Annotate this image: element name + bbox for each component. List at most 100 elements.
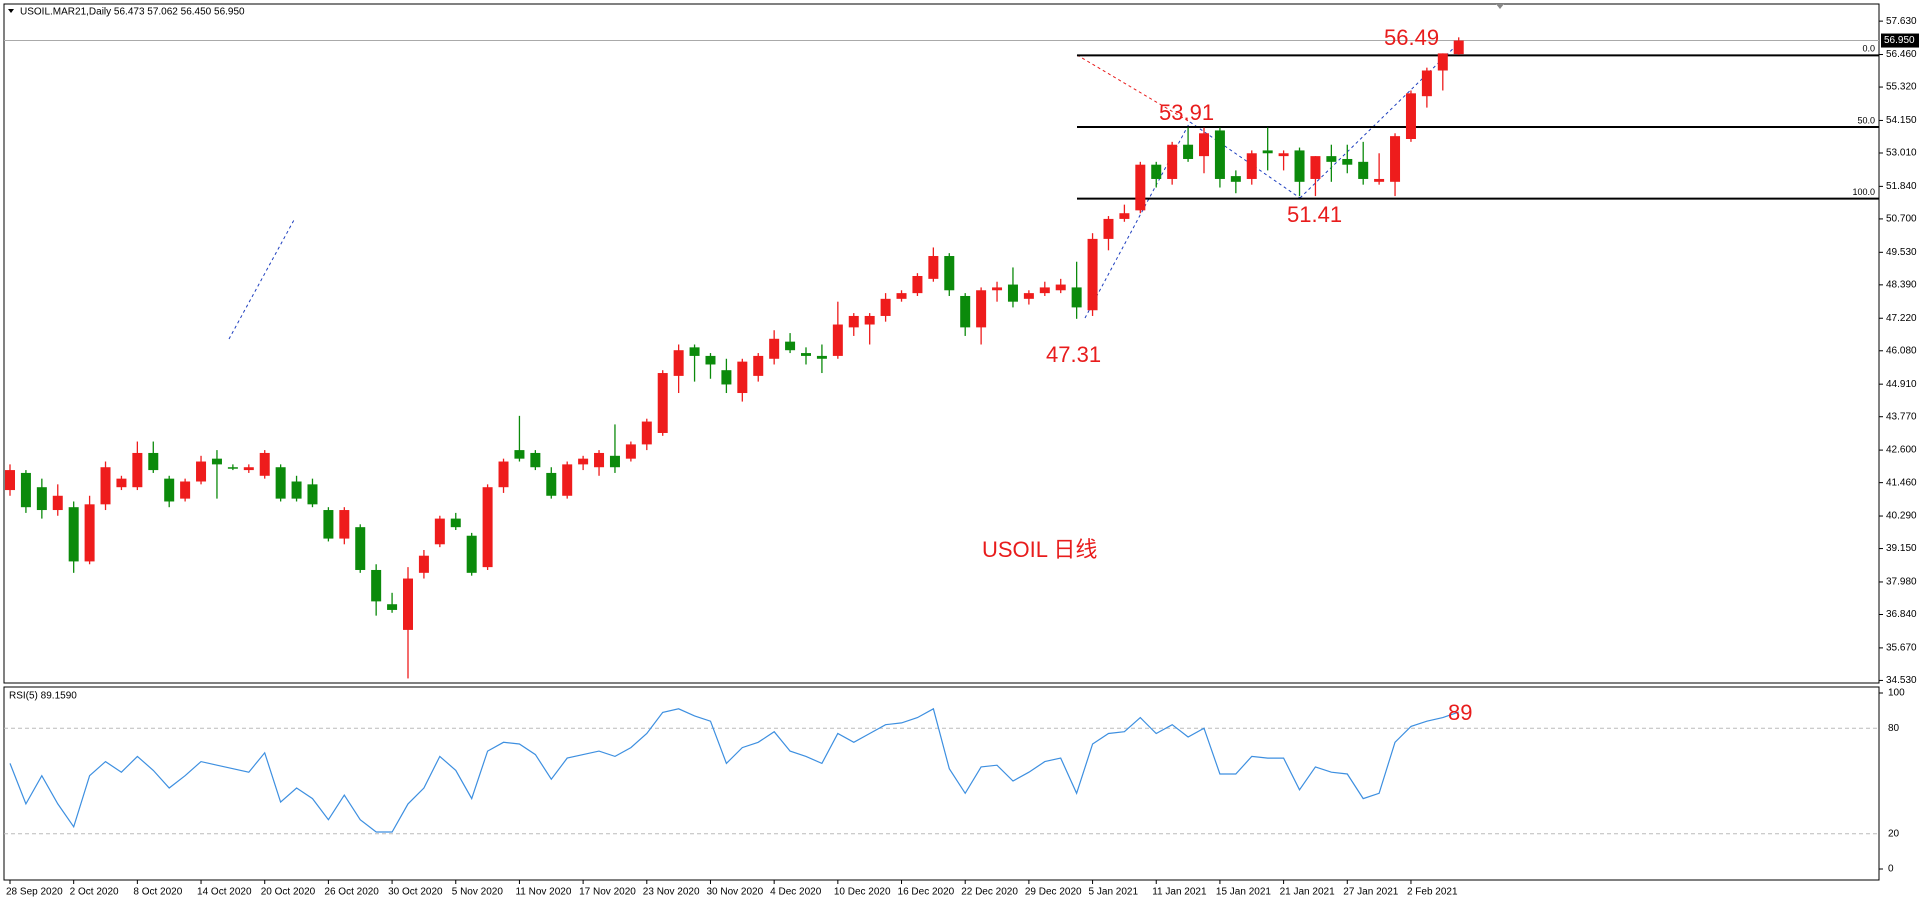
- candle-body: [1437, 53, 1448, 71]
- candle-body: [403, 578, 413, 630]
- candle-body: [785, 341, 796, 351]
- candle-body: [769, 338, 780, 359]
- x-tick-label: 10 Dec 2020: [834, 887, 891, 898]
- y-tick-label: 43.770: [1886, 411, 1917, 422]
- candle-body: [196, 461, 207, 482]
- fib-label: 50.0: [1857, 115, 1875, 125]
- x-tick-label: 20 Oct 2020: [261, 887, 316, 898]
- rsi-label: RSI(5) 89.1590: [9, 691, 77, 702]
- candle-body: [164, 478, 175, 502]
- y-tick-label: 20: [1888, 828, 1900, 839]
- candle-body: [1421, 70, 1432, 97]
- candle-body: [84, 504, 95, 562]
- candle-body: [641, 421, 652, 445]
- candle-body: [625, 444, 636, 459]
- candle-body: [530, 452, 541, 468]
- candle-body: [387, 604, 398, 610]
- candle-body: [5, 470, 15, 491]
- candle-body: [259, 452, 270, 476]
- candle-body: [673, 350, 684, 376]
- x-tick-label: 30 Oct 2020: [388, 887, 443, 898]
- x-tick-label: 14 Oct 2020: [197, 887, 252, 898]
- fib-label: 0.0: [1862, 44, 1875, 54]
- candle-body: [482, 487, 493, 568]
- annotation: 56.49: [1384, 25, 1439, 50]
- x-tick-label: 2 Feb 2021: [1407, 887, 1458, 898]
- candle-body: [1087, 238, 1098, 311]
- candle-body: [912, 275, 923, 294]
- candle-body: [562, 464, 573, 496]
- y-tick-label: 54.150: [1886, 115, 1917, 126]
- trend-line: [228, 219, 295, 340]
- candle-body: [928, 256, 939, 279]
- fib-label: 100.0: [1852, 187, 1875, 197]
- candle-body: [275, 467, 286, 499]
- candle-body: [1007, 284, 1018, 302]
- candle-body: [36, 487, 47, 511]
- x-tick-label: 27 Jan 2021: [1343, 887, 1398, 898]
- x-tick-label: 28 Sep 2020: [6, 887, 63, 898]
- candle-body: [116, 478, 127, 488]
- candle-body: [896, 293, 907, 299]
- x-tick-label: 30 Nov 2020: [706, 887, 763, 898]
- candle-body: [1262, 150, 1273, 154]
- candle-body: [243, 467, 254, 471]
- candle-body: [1246, 153, 1257, 179]
- y-tick-label: 34.530: [1886, 675, 1917, 686]
- trend-line: [1076, 54, 1191, 123]
- y-tick-label: 56.460: [1886, 49, 1917, 60]
- y-tick-label: 53.010: [1886, 148, 1917, 159]
- header: USOIL.MAR21,Daily 56.473 57.062 56.450 5…: [20, 7, 245, 18]
- rsi-line: [9, 707, 1459, 833]
- annotation: 89: [1448, 700, 1472, 725]
- y-tick-label: 55.320: [1886, 82, 1917, 93]
- candle-body: [100, 467, 111, 505]
- y-tick-label: 0: [1888, 864, 1894, 875]
- candle-body: [848, 315, 859, 328]
- trend-line: [1189, 121, 1301, 199]
- x-tick-label: 26 Oct 2020: [324, 887, 379, 898]
- candle-body: [132, 452, 143, 488]
- trend-line: [1299, 38, 1464, 199]
- candle-body: [1278, 153, 1289, 157]
- candle-body: [1310, 156, 1321, 179]
- annotation: 47.31: [1046, 342, 1101, 367]
- y-tick-label: 47.220: [1886, 313, 1917, 324]
- candle-body: [1390, 136, 1401, 182]
- y-tick-label: 35.670: [1886, 643, 1917, 654]
- candle-body: [514, 450, 525, 459]
- candle-body: [434, 518, 445, 545]
- y-tick-label: 80: [1888, 723, 1900, 734]
- candle-body: [355, 527, 366, 570]
- candle-body: [1358, 161, 1369, 179]
- scroll-marker: [1496, 4, 1504, 9]
- candle-body: [1230, 176, 1241, 182]
- y-tick-label: 100: [1888, 688, 1905, 699]
- candle-body: [1214, 130, 1225, 179]
- candle-body: [960, 295, 971, 328]
- candle-body: [418, 555, 429, 573]
- y-tick-label: 48.390: [1886, 279, 1917, 290]
- y-tick-label: 50.700: [1886, 214, 1917, 225]
- x-tick-label: 4 Dec 2020: [770, 887, 822, 898]
- x-tick-label: 11 Nov 2020: [515, 887, 571, 898]
- candle-body: [211, 458, 222, 465]
- x-tick-label: 2 Oct 2020: [70, 887, 119, 898]
- candle-body: [227, 467, 238, 469]
- x-tick-label: 29 Dec 2020: [1025, 887, 1082, 898]
- candle-body: [1374, 178, 1385, 182]
- candle-body: [1453, 40, 1464, 55]
- y-tick-label: 49.530: [1886, 247, 1917, 258]
- candle-body: [1151, 164, 1162, 179]
- candle-body: [578, 458, 589, 465]
- y-tick-label: 41.460: [1886, 477, 1917, 488]
- candle-body: [1135, 164, 1146, 211]
- x-tick-label: 5 Jan 2021: [1089, 887, 1139, 898]
- main-panel: [3, 3, 1880, 684]
- candle-body: [832, 324, 843, 356]
- last-price-box: [1881, 33, 1919, 48]
- candle-body: [880, 298, 891, 316]
- y-tick-label: 46.080: [1886, 345, 1917, 356]
- rsi-panel: [3, 686, 1880, 881]
